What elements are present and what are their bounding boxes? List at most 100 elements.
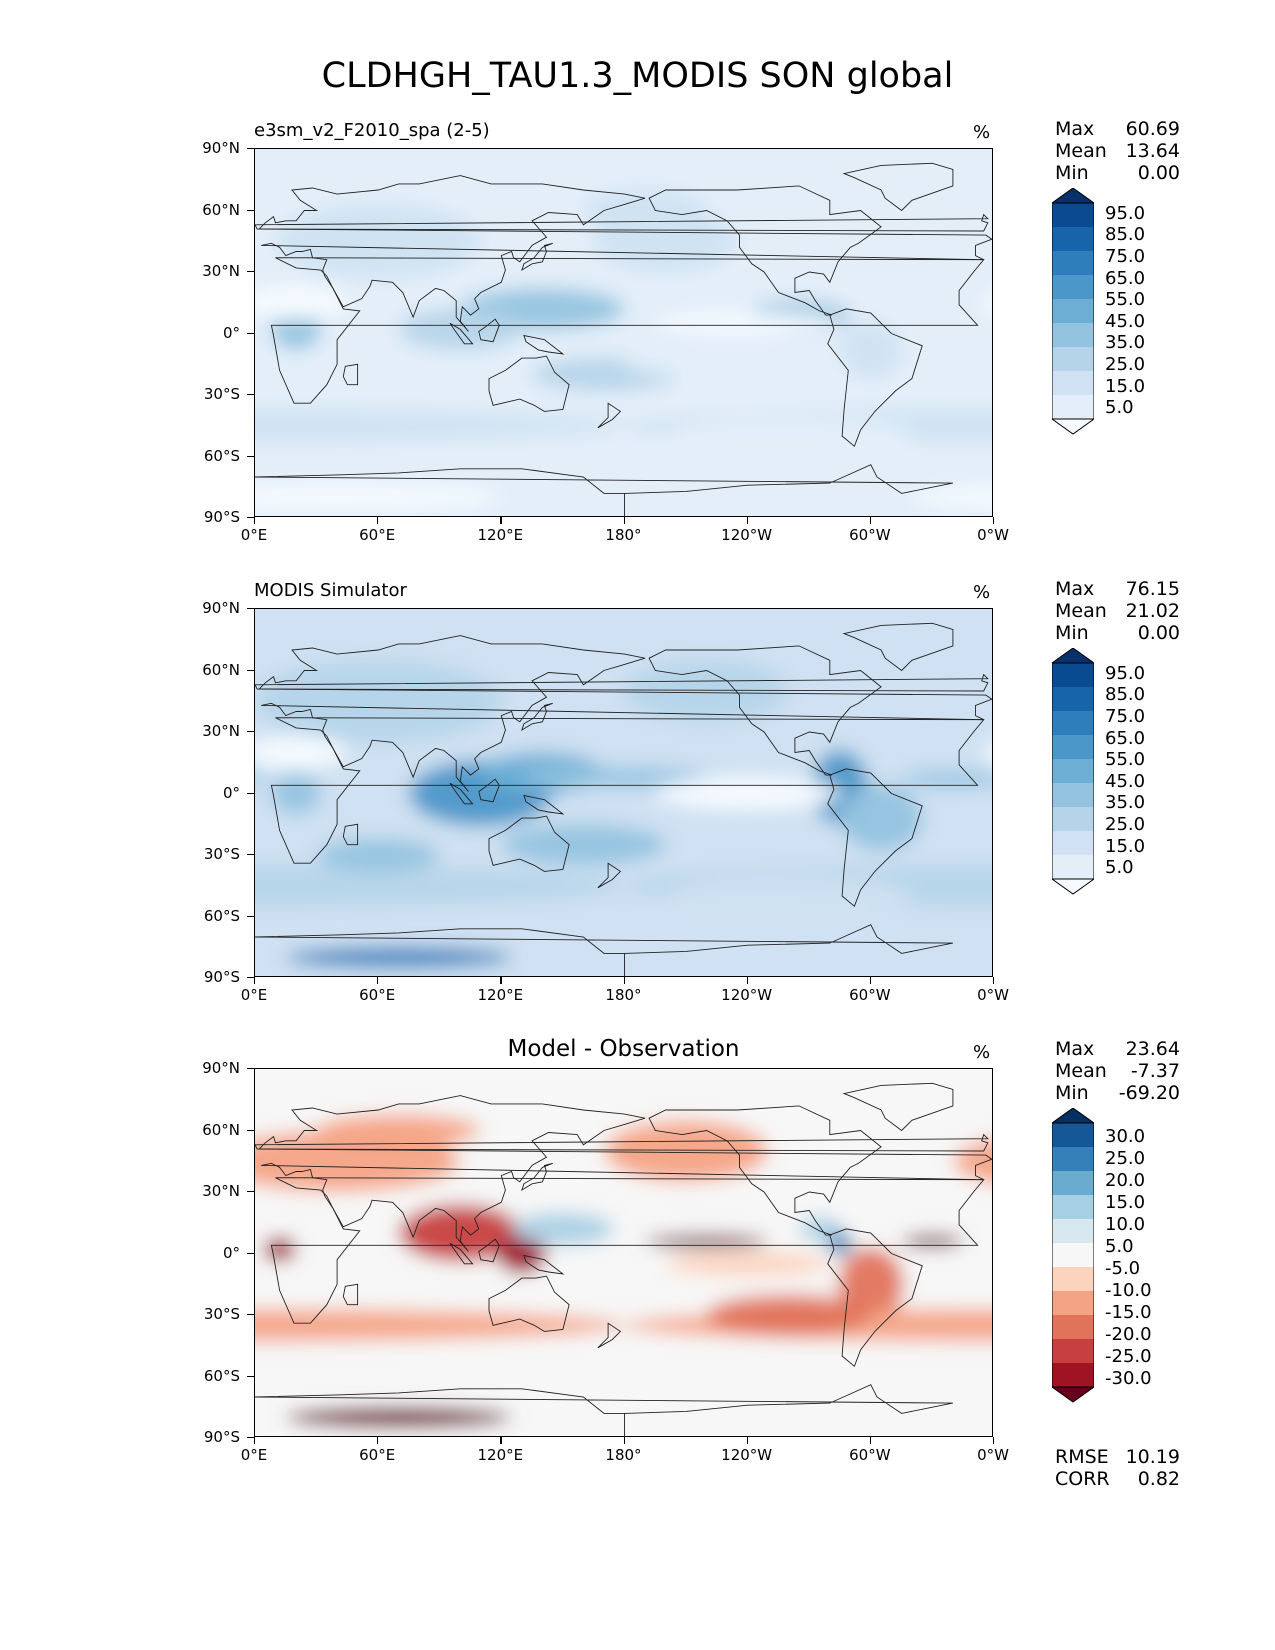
coastline-borneo [478,318,500,343]
field-blob [603,1120,769,1182]
field-blob [316,838,440,872]
lon-tick-mark [500,1437,502,1444]
colorbar-segment [1052,1291,1094,1315]
lat-tick-label: 60°S [203,1366,240,1385]
lat-tick-label: 60°N [202,200,240,219]
lon-tick-mark [746,977,748,984]
lon-tick-mark [746,1437,748,1444]
lon-tick-label: 0°W [977,986,1009,1004]
lat-tick-label: 90°S [203,968,240,986]
lat-tick-mark [247,332,254,334]
lat-tick-label: 60°S [203,906,240,925]
coastline-greenland [842,622,954,672]
stat-min-label: Min [1055,622,1089,644]
coastline-australia [488,355,570,412]
lat-tick-label: 90°S [203,1428,240,1446]
metric-corr-label: CORR [1055,1468,1110,1490]
lon-tick-label: 120°E [477,986,524,1004]
lat-tick-label: 90°N [202,139,240,157]
stat-max: Max 76.15 [1055,578,1180,600]
colorbar-segment [1052,1195,1094,1219]
lon-tick-mark [254,517,256,524]
field-blob [255,409,625,443]
lon-tick-mark [993,517,995,524]
lat-tick-mark [247,1375,254,1377]
coastline-north-america [648,1105,882,1236]
colorbar-segment [1052,1147,1094,1171]
colorbar-label: 85.0 [1105,224,1146,246]
lat-tick-mark [247,148,254,150]
coastline-madagascar [342,1283,359,1306]
lat-tick-label: 90°N [202,1059,240,1077]
field-blob [263,1237,297,1262]
lat-tick-mark [247,517,254,519]
colorbar-segment [1052,1123,1094,1147]
coastline-greenland [842,1082,954,1132]
lat-tick-label: 30°S [203,385,240,403]
lat-tick-mark [247,854,254,856]
colorbar-segment [1052,299,1094,323]
colorbar-label: 25.0 [1105,1148,1146,1170]
stat-min-label: Min [1055,162,1089,184]
colorbar-segment [1052,1171,1094,1195]
coastline-greenland [842,162,954,212]
field-blob [285,947,512,968]
lat-tick-mark [247,1314,254,1316]
stat-max-label: Max [1055,578,1095,600]
field-blob [255,1204,338,1229]
colorbar-segment [1052,1363,1094,1387]
lon-tick-label: 0°W [977,526,1009,544]
stats-block: Max 60.69 Mean 13.64 Min 0.00 [1055,118,1180,184]
colorbar-extend-min [1050,878,1096,895]
lat-tick-label: 90°N [202,599,240,617]
colorbar-label: 85.0 [1105,684,1146,706]
lat-tick-label: 30°N [202,262,240,280]
coastline-madagascar [342,363,359,386]
stat-mean-label: Mean [1055,600,1107,622]
lon-tick-mark [993,977,995,984]
lat-tick-label: 60°N [202,660,240,679]
coastline-south-america [827,308,923,448]
lat-tick-label: 30°N [202,722,240,740]
lon-tick-label: 120°E [477,526,524,544]
colorbar-label: 95.0 [1105,662,1146,684]
colorbar-label: -20.0 [1105,1324,1152,1346]
field-blob [624,354,748,375]
colorbar-wrap [1050,1107,1096,1454]
stat-min-value: 0.00 [1137,622,1180,644]
panel-title: Model - Observation [507,1036,740,1062]
colorbar-segment [1052,711,1094,735]
colorbar-segment [1052,203,1094,227]
coastline-north-america [648,645,882,776]
field-blob [837,1247,904,1322]
field-layer [255,1069,992,1436]
lat-tick-mark [247,669,254,671]
coastline-south-america [827,768,923,908]
field-blob [706,1294,871,1336]
metric-corr-value: 0.82 [1137,1468,1180,1490]
field-blob [255,736,348,769]
stat-mean-value: -7.37 [1130,1060,1180,1082]
lat-tick-mark [247,915,254,917]
colorbar-label: 75.0 [1105,246,1146,267]
lat-tick-label: 30°S [203,1305,240,1323]
lon-tick-label: 180° [605,986,642,1004]
coastline-sumatra [449,1242,474,1265]
lat-tick-mark [247,209,254,211]
colorbar-wrap [1050,187,1096,486]
metric-corr: CORR 0.82 [1055,1468,1180,1490]
coastlines [255,622,992,976]
map-plot [254,148,993,517]
lon-tick-label: 60°E [359,1446,396,1464]
map-canvas [255,149,992,516]
lat-tick-mark [247,792,254,794]
lat-tick-label: 0° [222,783,240,802]
colorbar [1050,1107,1096,1403]
lon-tick-mark [746,517,748,524]
field-blob [624,660,789,722]
coastline-uk [255,673,989,692]
colorbar-label: 15.0 [1105,375,1146,397]
lat-tick-mark [247,608,254,610]
colorbar-extend-max [1050,187,1096,204]
field-blob [497,1233,547,1274]
